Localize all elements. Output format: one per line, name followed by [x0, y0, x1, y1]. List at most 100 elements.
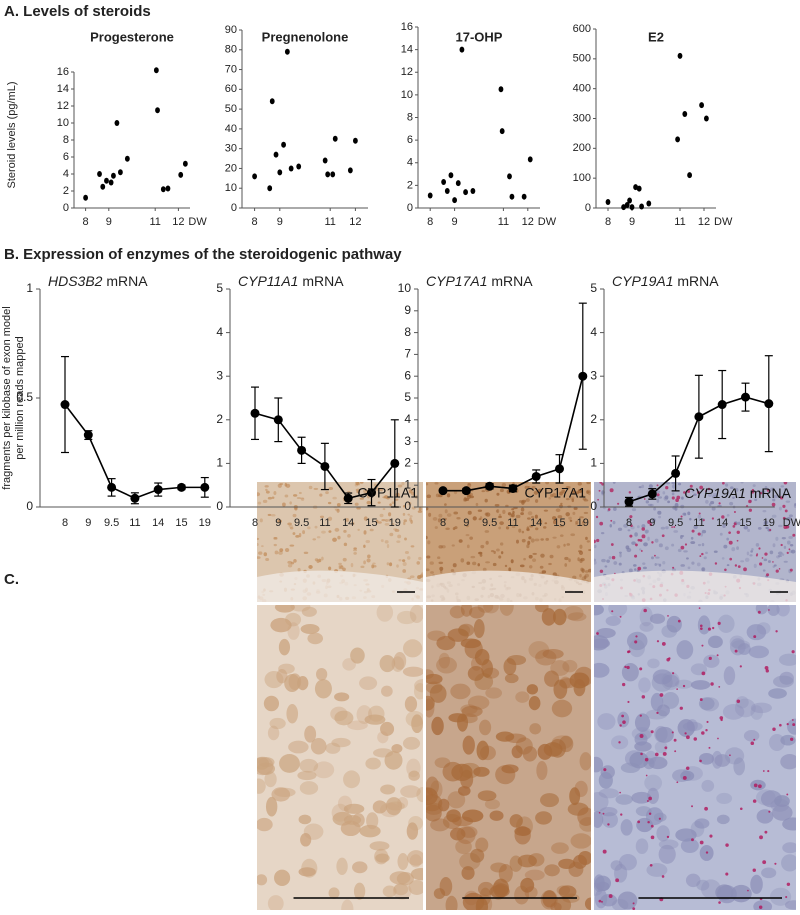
cell [610, 860, 623, 871]
cell [458, 624, 471, 636]
stain-dot [786, 882, 791, 887]
stain-dot [766, 489, 770, 492]
stain-dot [747, 889, 749, 892]
cell [587, 568, 591, 573]
cell [366, 558, 371, 563]
cell [703, 556, 707, 560]
cell [730, 486, 734, 490]
cell [569, 787, 581, 806]
label-gene: CYP19A1 [684, 485, 745, 501]
cell [534, 499, 539, 503]
cell [683, 512, 687, 516]
cell [393, 883, 409, 896]
cell [257, 817, 273, 832]
cell [515, 737, 533, 755]
cell [658, 563, 662, 567]
y-tick-label: 90 [225, 24, 237, 36]
data-point [461, 486, 471, 496]
stain-dot [632, 902, 635, 905]
cell [485, 687, 503, 699]
cell [433, 888, 446, 900]
data-point [605, 199, 611, 206]
stain-dot [603, 768, 607, 772]
cell [402, 569, 407, 573]
stain-dot [699, 759, 702, 763]
cell [600, 894, 618, 907]
cell [604, 565, 608, 568]
data-point [118, 169, 123, 176]
cell [553, 519, 557, 525]
cell [484, 512, 489, 516]
stain-dot [720, 718, 723, 722]
cell [751, 547, 754, 551]
cell [447, 791, 466, 809]
stain-dot [693, 737, 698, 741]
stain-dot [648, 796, 652, 801]
y-tick-label: 0 [585, 202, 591, 214]
cell [605, 616, 621, 627]
data-point [704, 115, 709, 122]
cell [769, 550, 774, 555]
cell [641, 484, 645, 489]
x-unit: DW [783, 517, 800, 529]
cell [579, 573, 582, 578]
cell [325, 491, 329, 495]
y-tick-label: 16 [401, 21, 413, 33]
cell [446, 493, 451, 498]
cell [327, 501, 332, 505]
cell [646, 863, 668, 877]
stain-dot [691, 805, 693, 808]
cell [566, 485, 571, 489]
cell [521, 538, 526, 543]
cell [492, 562, 497, 567]
panel-b-title: B. Expression of enzymes of the steroido… [4, 246, 402, 263]
cell [594, 605, 604, 616]
data-point [452, 197, 457, 204]
cell [686, 557, 689, 560]
cell [537, 488, 542, 493]
cell [367, 554, 371, 559]
cell [755, 543, 760, 547]
cell [359, 482, 364, 484]
stain-dot [753, 738, 756, 741]
cell [615, 794, 633, 805]
cell [749, 554, 753, 557]
cell [414, 679, 423, 693]
cell [363, 516, 368, 521]
y-tick-label: 0 [63, 202, 69, 214]
cell [729, 501, 734, 506]
cell [273, 537, 278, 540]
cell [539, 565, 544, 569]
cell [763, 558, 768, 562]
cell [340, 565, 344, 570]
y-tick-label: 0 [231, 202, 237, 214]
cell [337, 795, 353, 812]
cell [407, 577, 412, 580]
cell [600, 532, 605, 535]
cell [511, 525, 516, 529]
stain-dot [761, 557, 764, 559]
cell [445, 527, 450, 530]
cell [609, 523, 612, 528]
cell [352, 861, 368, 874]
cell [521, 499, 527, 503]
cell [565, 512, 570, 517]
y-tick-label: 3 [404, 434, 411, 448]
cell [756, 622, 771, 635]
stain-dot [714, 562, 718, 565]
y-tick-label: 2 [407, 179, 413, 191]
stain-dot [598, 899, 602, 903]
cell [328, 887, 340, 899]
cell [296, 496, 301, 499]
stain-dot [621, 682, 626, 687]
cell [494, 504, 500, 507]
cell [608, 556, 612, 560]
cell [450, 827, 466, 841]
cell [472, 561, 477, 566]
cell [430, 818, 450, 832]
cell [466, 494, 471, 498]
cell [687, 566, 691, 570]
cell [509, 814, 523, 828]
cell [528, 536, 532, 540]
cell [359, 824, 381, 838]
